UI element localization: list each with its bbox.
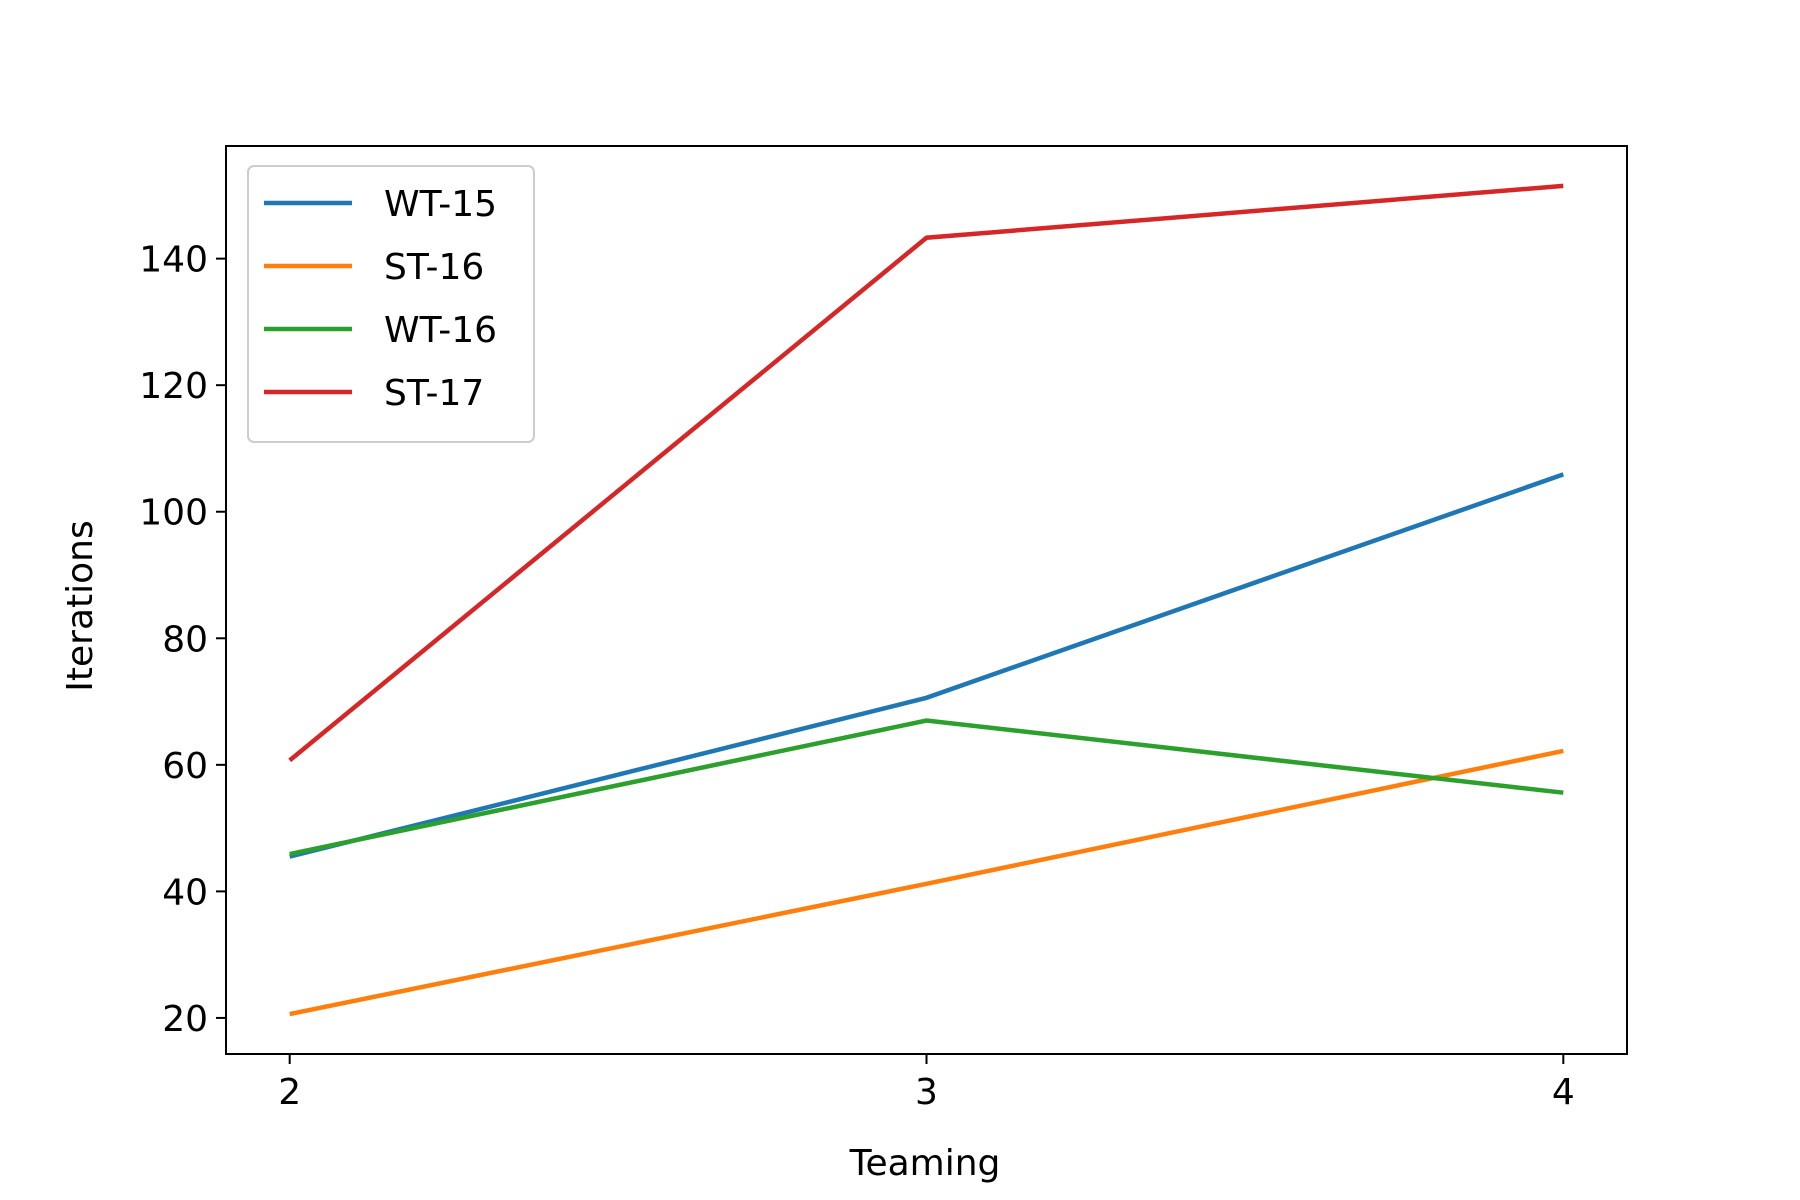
legend-label-wt-16: WT-16 [384, 310, 497, 351]
y-tick-label: 140 [139, 240, 208, 281]
y-tick-label: 100 [139, 493, 208, 534]
y-tick-label: 60 [162, 746, 208, 787]
y-tick-label: 20 [162, 999, 208, 1040]
legend-frame [247, 165, 535, 443]
y-axis-title: Iterations [60, 520, 101, 691]
series-lines [288, 183, 1565, 1017]
x-tick-label: 4 [1552, 1072, 1575, 1113]
legend-label-wt-15: WT-15 [384, 184, 497, 225]
plot-frame [225, 145, 1628, 1055]
y-tick-label: 40 [162, 872, 208, 913]
legend-label-st-17: ST-17 [384, 373, 484, 414]
series-line-wt-16 [289, 718, 1564, 857]
x-tick-label: 3 [915, 1072, 938, 1113]
x-axis-title: Teaming [849, 1143, 1001, 1184]
y-tick-label: 120 [139, 366, 208, 407]
x-axis: 2 3 4 [278, 1054, 1575, 1113]
legend-label-st-16: ST-16 [384, 247, 484, 288]
series-line-wt-15 [289, 472, 1565, 859]
y-axis: 20 40 60 80 100 120 140 [139, 240, 226, 1040]
series-line-st-17 [288, 183, 1564, 763]
legend: WT-15 ST-16 WT-16 ST-17 [247, 165, 535, 443]
y-tick-label: 80 [162, 619, 208, 660]
series-line-st-16 [289, 748, 1564, 1017]
x-tick-label: 2 [278, 1072, 301, 1113]
